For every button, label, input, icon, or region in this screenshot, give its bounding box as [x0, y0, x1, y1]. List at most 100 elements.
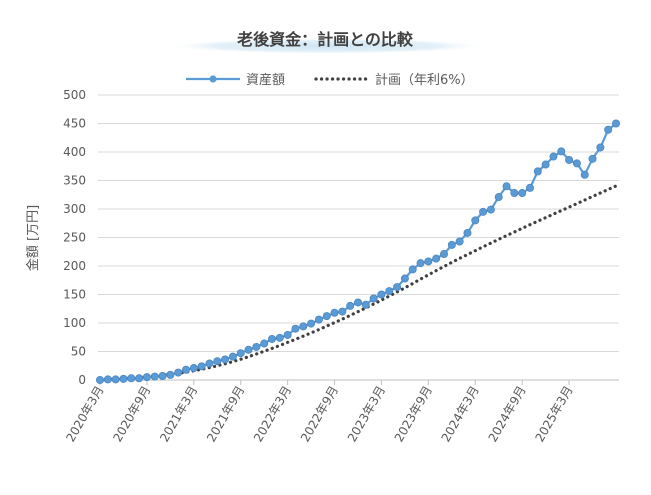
- assets-point: [393, 283, 402, 292]
- y-tick-label: 500: [63, 88, 86, 102]
- assets-point: [557, 147, 566, 156]
- assets-point: [526, 183, 535, 192]
- y-tick-label: 0: [78, 373, 86, 387]
- series-assets-line: [99, 122, 617, 382]
- y-tick-label: 400: [63, 145, 86, 159]
- assets-point: [346, 301, 355, 310]
- assets-point: [314, 315, 323, 324]
- legend-assets-label: 資産額: [246, 72, 285, 88]
- x-tick-label: 2022年9月: [298, 384, 341, 445]
- assets-point: [447, 240, 456, 249]
- assets-point: [275, 333, 284, 342]
- assets-point: [361, 300, 370, 309]
- assets-point: [166, 370, 175, 379]
- chart-title: 老後資金：計画との比較: [236, 30, 414, 49]
- assets-point: [244, 345, 253, 354]
- assets-point: [463, 228, 472, 237]
- legend-assets-marker: [209, 75, 217, 83]
- assets-point: [142, 373, 151, 382]
- assets-point: [377, 290, 386, 299]
- assets-point: [479, 207, 488, 216]
- assets-point: [432, 254, 441, 263]
- y-tick-label: 350: [63, 174, 86, 188]
- assets-point: [197, 362, 206, 371]
- assets-point: [158, 372, 167, 381]
- x-tick-label: 2021年3月: [157, 384, 200, 445]
- x-tick-label: 2023年9月: [392, 384, 435, 445]
- y-tick-label: 100: [63, 316, 86, 330]
- assets-point: [588, 154, 597, 163]
- assets-point: [510, 189, 519, 198]
- assets-point: [322, 312, 331, 321]
- y-tick-label: 150: [63, 288, 86, 302]
- assets-point: [252, 342, 261, 351]
- assets-point: [228, 352, 237, 361]
- x-tick-label: 2020年3月: [63, 384, 106, 445]
- x-tick-label: 2024年3月: [439, 384, 482, 445]
- assets-point: [549, 152, 558, 161]
- assets-point: [330, 308, 339, 317]
- x-tick-label: 2023年3月: [345, 384, 388, 445]
- assets-point: [612, 119, 621, 128]
- assets-point: [174, 368, 183, 377]
- y-axis-label: 金額 [万円]: [25, 205, 41, 271]
- assets-point: [181, 365, 190, 374]
- assets-point: [486, 205, 495, 214]
- assets-point: [221, 355, 230, 364]
- assets-point: [135, 374, 144, 383]
- assets-point: [424, 257, 433, 266]
- assets-point: [260, 339, 269, 348]
- assets-point: [455, 237, 464, 246]
- assets-point: [369, 294, 378, 303]
- x-tick-label: 2021年9月: [204, 384, 247, 445]
- assets-point: [353, 298, 362, 307]
- assets-point: [533, 167, 542, 176]
- assets-point: [471, 216, 480, 225]
- assets-point: [127, 374, 136, 383]
- assets-point: [518, 189, 527, 198]
- assets-point: [299, 322, 308, 331]
- assets-point: [150, 372, 159, 381]
- assets-point: [111, 375, 120, 384]
- assets-point: [283, 330, 292, 339]
- assets-point: [502, 182, 511, 191]
- assets-point: [596, 143, 605, 152]
- x-tick-label: 2024年9月: [486, 384, 529, 445]
- assets-point: [385, 287, 394, 296]
- y-tick-label: 250: [63, 231, 86, 245]
- assets-point: [416, 259, 425, 268]
- legend: 資産額 計画（年利6%）: [186, 72, 474, 88]
- assets-point: [96, 375, 105, 384]
- y-tick-label: 200: [63, 259, 86, 273]
- assets-point: [291, 324, 300, 333]
- assets-point: [541, 160, 550, 169]
- assets-point: [400, 274, 409, 283]
- assets-point: [103, 375, 112, 384]
- assets-point: [572, 159, 581, 168]
- assets-point: [604, 125, 613, 134]
- assets-point: [565, 155, 574, 164]
- y-tick-label: 450: [63, 117, 86, 131]
- x-tick-label: 2022年3月: [251, 384, 294, 445]
- legend-plan-label: 計画（年利6%）: [375, 72, 474, 88]
- assets-point: [439, 250, 448, 259]
- assets-point: [307, 319, 316, 328]
- assets-point: [338, 307, 347, 316]
- assets-point: [205, 359, 214, 368]
- assets-point: [189, 364, 198, 373]
- series-plan-line: [98, 184, 618, 382]
- assets-point: [408, 265, 417, 274]
- assets-point: [119, 374, 128, 383]
- x-tick-label: 2020年9月: [110, 384, 153, 445]
- assets-point: [267, 334, 276, 343]
- assets-point: [580, 170, 589, 179]
- assets-point: [213, 357, 222, 366]
- assets-point: [236, 349, 245, 358]
- y-tick-label: 300: [63, 202, 86, 216]
- assets-point: [494, 193, 503, 202]
- y-tick-label: 50: [71, 345, 86, 359]
- x-tick-label: 2025年3月: [532, 384, 575, 445]
- title-highlight: [165, 38, 489, 54]
